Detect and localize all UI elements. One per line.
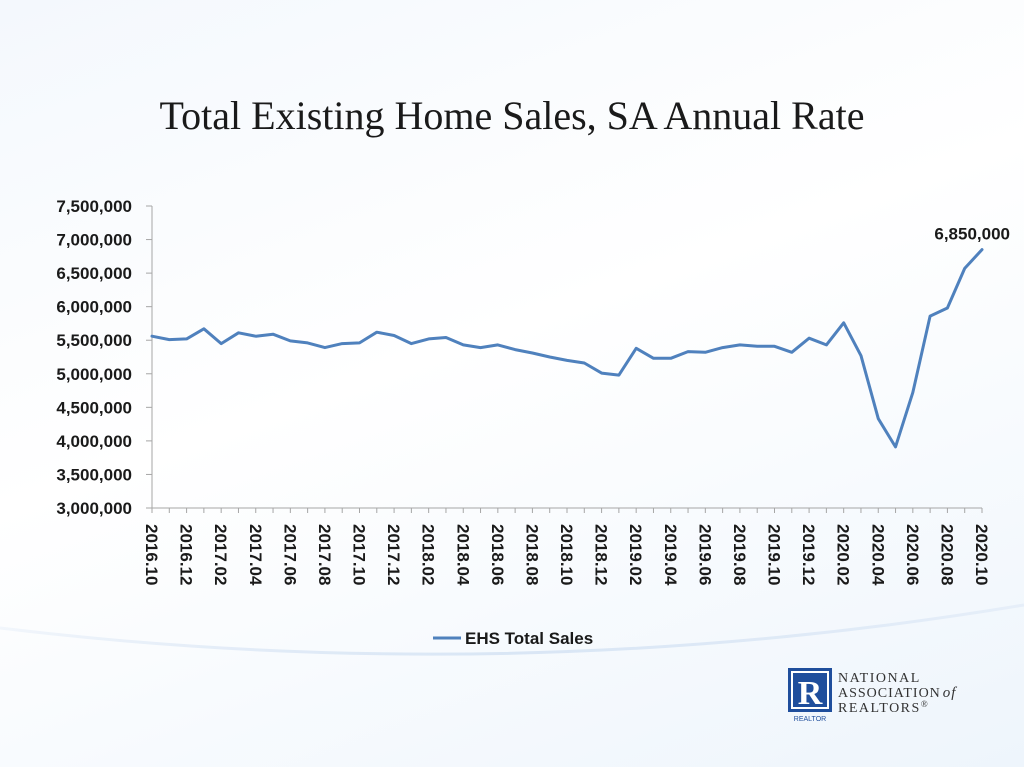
x-tick-label: 2019.08 [730, 524, 749, 585]
data-point [444, 336, 447, 339]
series-line-ehs-total-sales [150, 248, 984, 449]
logo-r-letter: R [798, 675, 823, 712]
chart-title: Total Existing Home Sales, SA Annual Rat… [159, 93, 865, 138]
data-point [825, 343, 828, 346]
data-point [617, 374, 620, 377]
x-tick-label: 2018.06 [488, 524, 507, 585]
nar-logo: R REALTOR NATIONAL ASSOCIATION of REALTOR… [788, 668, 957, 723]
x-tick-label: 2018.10 [557, 524, 576, 585]
x-tick-label: 2016.12 [177, 524, 196, 585]
data-point [669, 357, 672, 360]
data-point [531, 351, 534, 354]
x-tick-label: 2020.10 [972, 524, 991, 585]
data-point [410, 342, 413, 345]
legend-label: EHS Total Sales [465, 629, 593, 648]
x-tick-label: 2018.12 [592, 524, 611, 585]
data-point [929, 315, 932, 318]
data-point [566, 359, 569, 362]
data-point [704, 351, 707, 354]
x-tick-label: 2019.10 [765, 524, 784, 585]
x-tick-label: 2019.12 [799, 524, 818, 585]
data-point [462, 343, 465, 346]
logo-realtor-sub: REALTOR [794, 716, 826, 723]
x-tick-label: 2020.06 [903, 524, 922, 585]
data-point [514, 348, 517, 351]
x-tick-label: 2018.08 [522, 524, 541, 585]
x-tick-label: 2017.10 [350, 524, 369, 585]
data-point [859, 354, 862, 357]
data-point [756, 345, 759, 348]
data-point [548, 356, 551, 359]
data-point [168, 338, 171, 341]
data-point [496, 343, 499, 346]
y-tick-label: 7,000,000 [56, 231, 132, 250]
data-point [427, 337, 430, 340]
x-tick-label: 2020.02 [834, 524, 853, 585]
data-point [358, 341, 361, 344]
data-label-last-value: 6,850,000 [934, 225, 1010, 244]
data-point [583, 362, 586, 365]
background-swoosh [0, 603, 1024, 656]
data-point [479, 346, 482, 349]
data-point [375, 331, 378, 334]
realtor-r-logo [788, 668, 832, 712]
x-tick-label: 2019.02 [626, 524, 645, 585]
data-point [341, 342, 344, 345]
x-tick-label: 2019.04 [661, 524, 680, 586]
data-point [306, 341, 309, 344]
data-point [185, 337, 188, 340]
data-point [894, 445, 897, 448]
x-tick-label: 2017.02 [211, 524, 230, 585]
x-tick-label: 2018.04 [453, 524, 472, 586]
data-point [773, 345, 776, 348]
data-point [946, 307, 949, 310]
logo-line-2: ASSOCIATION of [838, 685, 957, 701]
data-point [981, 248, 984, 251]
y-tick-label: 3,500,000 [56, 465, 132, 484]
y-tick-label: 7,500,000 [56, 197, 132, 216]
data-point [600, 372, 603, 375]
y-tick-label: 4,000,000 [56, 432, 132, 451]
x-tick-label: 2017.04 [246, 524, 265, 586]
data-point [289, 339, 292, 342]
x-tick-label: 2016.10 [142, 524, 161, 585]
data-point [790, 351, 793, 354]
x-tick-label: 2019.06 [695, 524, 714, 585]
data-point [738, 343, 741, 346]
data-point [687, 350, 690, 353]
y-tick-label: 4,500,000 [56, 398, 132, 417]
data-point [202, 327, 205, 330]
data-point [963, 267, 966, 270]
x-tick-label: 2017.12 [384, 524, 403, 585]
data-point [393, 334, 396, 337]
y-tick-label: 5,500,000 [56, 331, 132, 350]
data-point [254, 335, 257, 338]
data-point [721, 346, 724, 349]
y-tick-label: 6,500,000 [56, 264, 132, 283]
data-point [842, 321, 845, 324]
data-point [237, 331, 240, 334]
data-point [272, 333, 275, 336]
data-point [323, 346, 326, 349]
y-tick-label: 5,000,000 [56, 365, 132, 384]
data-point [220, 342, 223, 345]
data-point [652, 357, 655, 360]
data-point [151, 335, 154, 338]
data-point [808, 337, 811, 340]
y-tick-label: 3,000,000 [56, 499, 132, 518]
x-tick-label: 2020.04 [868, 524, 887, 586]
logo-line-1: NATIONAL [838, 671, 921, 686]
logo-line-3: REALTORS® [838, 699, 929, 716]
y-tick-label: 6,000,000 [56, 298, 132, 317]
x-tick-label: 2017.06 [280, 524, 299, 585]
data-point [877, 417, 880, 420]
x-tick-label: 2017.08 [315, 524, 334, 585]
data-point [911, 391, 914, 394]
x-tick-label: 2018.02 [419, 524, 438, 585]
x-tick-label: 2020.08 [937, 524, 956, 585]
data-point [635, 347, 638, 350]
